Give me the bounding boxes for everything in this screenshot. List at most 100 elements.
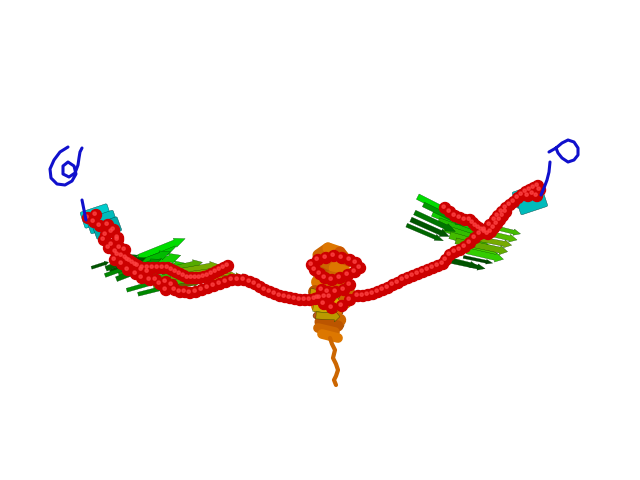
Circle shape [405,275,408,278]
Circle shape [217,281,220,284]
FancyArrow shape [313,304,339,315]
FancyArrow shape [126,279,163,292]
Circle shape [155,265,158,268]
Circle shape [186,273,198,284]
Circle shape [106,240,118,251]
FancyArrow shape [426,201,473,226]
Circle shape [312,254,323,265]
Circle shape [287,295,291,298]
Circle shape [535,183,538,186]
Circle shape [175,287,186,298]
Circle shape [452,249,455,252]
Circle shape [241,277,244,280]
Circle shape [454,213,465,224]
Circle shape [353,290,364,301]
Circle shape [422,264,433,276]
Circle shape [163,287,166,290]
Circle shape [516,190,527,201]
Circle shape [250,278,260,289]
FancyArrow shape [91,261,109,269]
FancyArrow shape [431,210,477,232]
Circle shape [116,259,127,269]
Circle shape [262,287,265,290]
Circle shape [175,268,186,279]
Circle shape [125,257,128,260]
Circle shape [191,273,202,284]
Circle shape [145,269,148,272]
FancyArrow shape [455,238,494,253]
Circle shape [244,276,255,288]
Circle shape [495,213,499,216]
Circle shape [497,206,508,217]
Circle shape [198,272,209,283]
Circle shape [127,257,138,268]
FancyBboxPatch shape [512,184,544,208]
Circle shape [113,249,116,252]
FancyArrow shape [104,264,135,277]
Circle shape [353,260,356,263]
Circle shape [485,231,488,234]
FancyArrow shape [441,255,479,268]
FancyArrow shape [180,262,219,274]
FancyArrow shape [417,194,462,219]
Circle shape [375,289,378,292]
Circle shape [247,279,250,282]
Circle shape [115,252,118,255]
Circle shape [267,289,270,292]
Circle shape [495,215,506,226]
FancyArrow shape [124,251,170,271]
Circle shape [345,272,348,275]
Circle shape [326,302,337,313]
Circle shape [509,196,520,207]
Circle shape [207,268,218,279]
Circle shape [252,281,255,284]
Circle shape [169,282,172,285]
Circle shape [143,263,154,274]
Circle shape [170,285,180,296]
Circle shape [115,242,125,253]
Circle shape [327,294,330,297]
Circle shape [91,219,94,222]
Circle shape [351,257,362,268]
FancyArrow shape [316,311,340,322]
Circle shape [515,195,518,198]
Circle shape [380,287,383,290]
Circle shape [153,277,156,280]
Circle shape [285,292,296,303]
FancyBboxPatch shape [92,217,122,239]
Circle shape [223,279,227,282]
Circle shape [161,285,172,296]
Circle shape [385,285,388,288]
Circle shape [503,205,506,208]
Ellipse shape [316,320,344,332]
Circle shape [297,297,300,300]
Circle shape [329,305,332,308]
Circle shape [193,275,196,278]
Circle shape [454,244,465,255]
Circle shape [344,254,355,265]
FancyArrow shape [139,261,186,280]
Circle shape [532,180,543,192]
Circle shape [119,253,122,256]
Circle shape [531,191,543,202]
Circle shape [166,279,177,290]
Circle shape [390,282,393,285]
Circle shape [106,227,118,238]
FancyArrow shape [213,273,243,282]
Circle shape [105,222,108,225]
Circle shape [116,251,127,262]
Circle shape [330,287,342,298]
Circle shape [95,220,106,231]
Circle shape [319,299,330,310]
Circle shape [225,263,228,266]
Circle shape [486,227,497,238]
Circle shape [209,271,212,274]
Circle shape [492,218,502,229]
Circle shape [131,260,141,271]
Circle shape [445,250,456,261]
Circle shape [127,258,131,261]
Circle shape [497,217,500,220]
Circle shape [170,266,182,277]
Circle shape [476,225,479,228]
Circle shape [447,209,451,212]
